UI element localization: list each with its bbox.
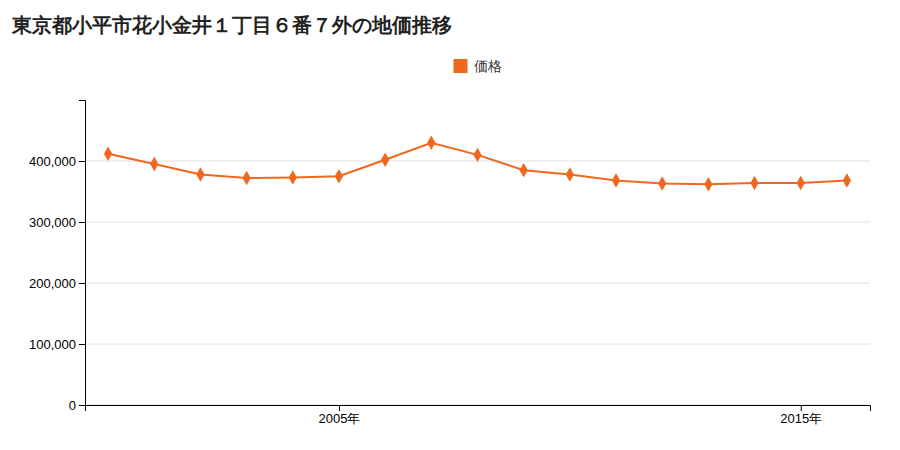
- legend-item: 価格: [454, 58, 502, 74]
- y-tick-mark: [79, 344, 85, 345]
- grid: [85, 161, 870, 405]
- y-tick-label: 400,000: [29, 154, 76, 169]
- marker: [196, 167, 204, 181]
- x-tick: 2015年: [780, 405, 822, 426]
- y-tick-mark: [79, 222, 85, 223]
- y-axis: 0 100,000 200,000 300,000 400,000: [29, 101, 86, 413]
- y-tick-label: 0: [69, 398, 76, 413]
- marker: [843, 173, 851, 187]
- y-axis-line: [79, 101, 86, 406]
- y-tick: 400,000: [29, 154, 85, 169]
- y-tick-label: 200,000: [29, 276, 76, 291]
- marker: [150, 157, 158, 171]
- x-tick-mark: [801, 405, 802, 411]
- marker: [750, 176, 758, 190]
- y-tick-mark: [79, 405, 85, 406]
- marker: [566, 167, 574, 181]
- y-tick-mark: [79, 283, 85, 284]
- legend-swatch: [454, 59, 468, 73]
- marks: [104, 135, 851, 191]
- grid-line: [85, 344, 870, 345]
- y-tick: 0: [69, 398, 85, 413]
- marker: [797, 176, 805, 190]
- x-tick-mark: [339, 405, 340, 411]
- y-tick-label: 100,000: [29, 337, 76, 352]
- title: 東京都小平市花小金井１丁目６番７外の地価推移: [11, 13, 452, 37]
- marker: [242, 171, 250, 185]
- plot: 0 100,000 200,000 300,000 400,000 2005年 2015年: [29, 101, 871, 427]
- y-tick: 200,000: [29, 276, 85, 291]
- y-tick: 100,000: [29, 337, 85, 352]
- marker: [612, 173, 620, 187]
- marker: [658, 176, 666, 190]
- x-tick-label: 2015年: [780, 411, 822, 426]
- x-tick-label: 2005年: [319, 411, 361, 426]
- grid-line: [85, 222, 870, 223]
- marker: [381, 153, 389, 167]
- marker: [335, 169, 343, 183]
- y-tick: 300,000: [29, 215, 85, 230]
- x-axis-line: [86, 406, 871, 412]
- y-tick-mark: [79, 161, 85, 162]
- marker: [427, 135, 435, 149]
- marker: [104, 146, 112, 160]
- marker: [289, 170, 297, 184]
- x-tick: 2005年: [319, 405, 361, 426]
- legend: 価格: [454, 58, 502, 74]
- legend-label: 価格: [474, 58, 502, 74]
- line: [108, 143, 847, 184]
- x-axis: 2005年 2015年: [86, 405, 871, 426]
- chart: 0 100,000 200,000 300,000 400,000 2005年 2015年 東…: [0, 0, 900, 450]
- marker: [704, 177, 712, 191]
- y-tick-label: 300,000: [29, 215, 76, 230]
- grid-line: [85, 283, 870, 284]
- marker: [520, 163, 528, 177]
- marker: [473, 148, 481, 162]
